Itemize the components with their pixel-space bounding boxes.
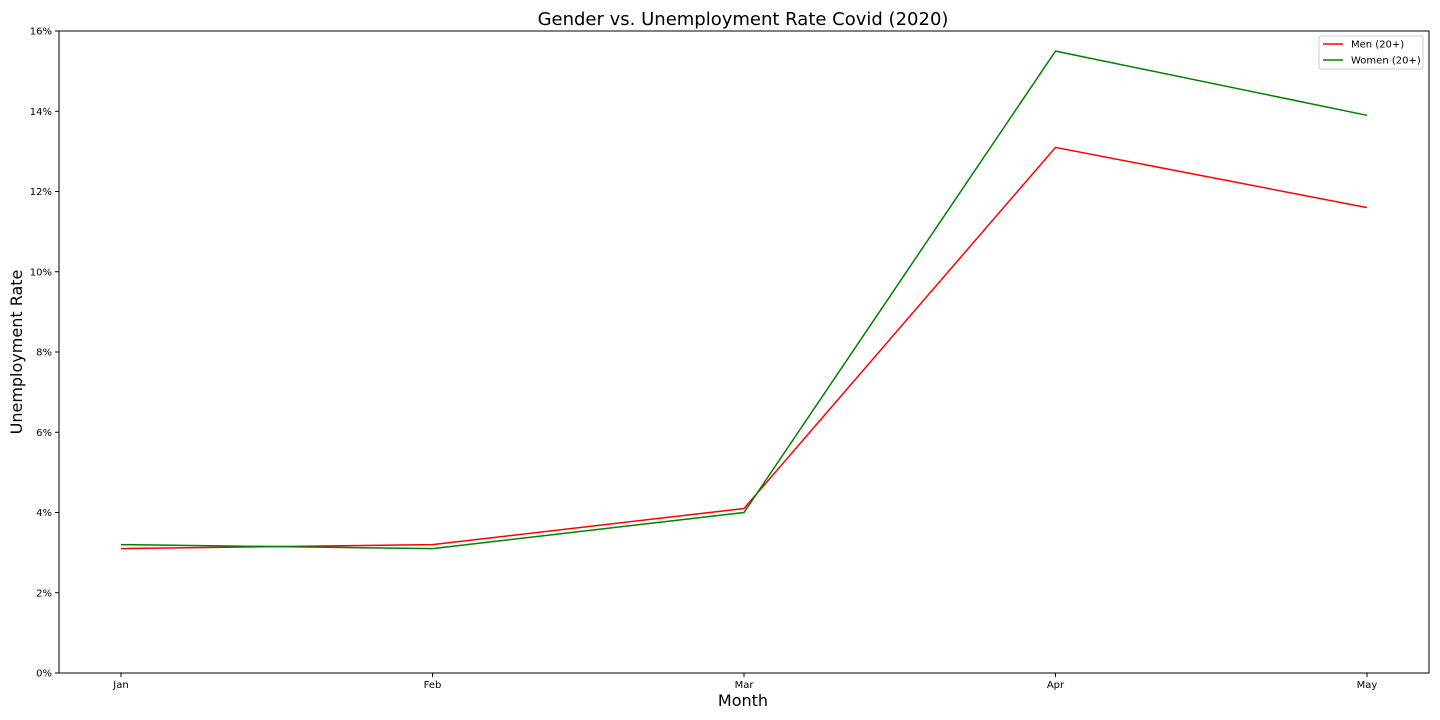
y-tick-label: 4% [36, 508, 52, 519]
legend: Men (20+) Women (20+) [1318, 35, 1424, 70]
x-axis: Jan Feb Mar Apr May [112, 673, 1377, 691]
legend-box [1318, 35, 1424, 70]
x-tick-label: Jan [112, 680, 128, 691]
chart-title: Gender vs. Unemployment Rate Covid (2020… [538, 9, 949, 30]
y-tick-label: 14% [30, 107, 52, 118]
y-tick-label: 2% [36, 588, 52, 599]
plot-area [58, 30, 1430, 674]
x-tick-label: Feb [424, 680, 442, 691]
y-tick-label: 0% [36, 669, 52, 680]
x-axis-label: Month [718, 691, 768, 710]
y-tick-label: 10% [30, 267, 52, 278]
x-tick-label: May [1357, 680, 1378, 691]
y-tick-label: 6% [36, 428, 52, 439]
x-tick-label: Apr [1047, 680, 1065, 691]
series-line-men [120, 146, 1368, 550]
series-layer [120, 50, 1368, 550]
y-tick-label: 16% [30, 27, 52, 38]
legend-label: Men (20+) [1351, 40, 1404, 51]
y-tick-label: 12% [30, 187, 52, 198]
x-tick-label: Mar [735, 680, 755, 691]
y-axis-label: Unemployment Rate [7, 270, 26, 435]
y-axis: 0% 2% 4% 6% 8% 10% 12% 14% 16% [30, 27, 59, 680]
series-line-women [120, 50, 1368, 550]
legend-label: Women (20+) [1351, 56, 1421, 67]
y-tick-label: 8% [36, 348, 52, 359]
plot-frame [58, 30, 1430, 674]
